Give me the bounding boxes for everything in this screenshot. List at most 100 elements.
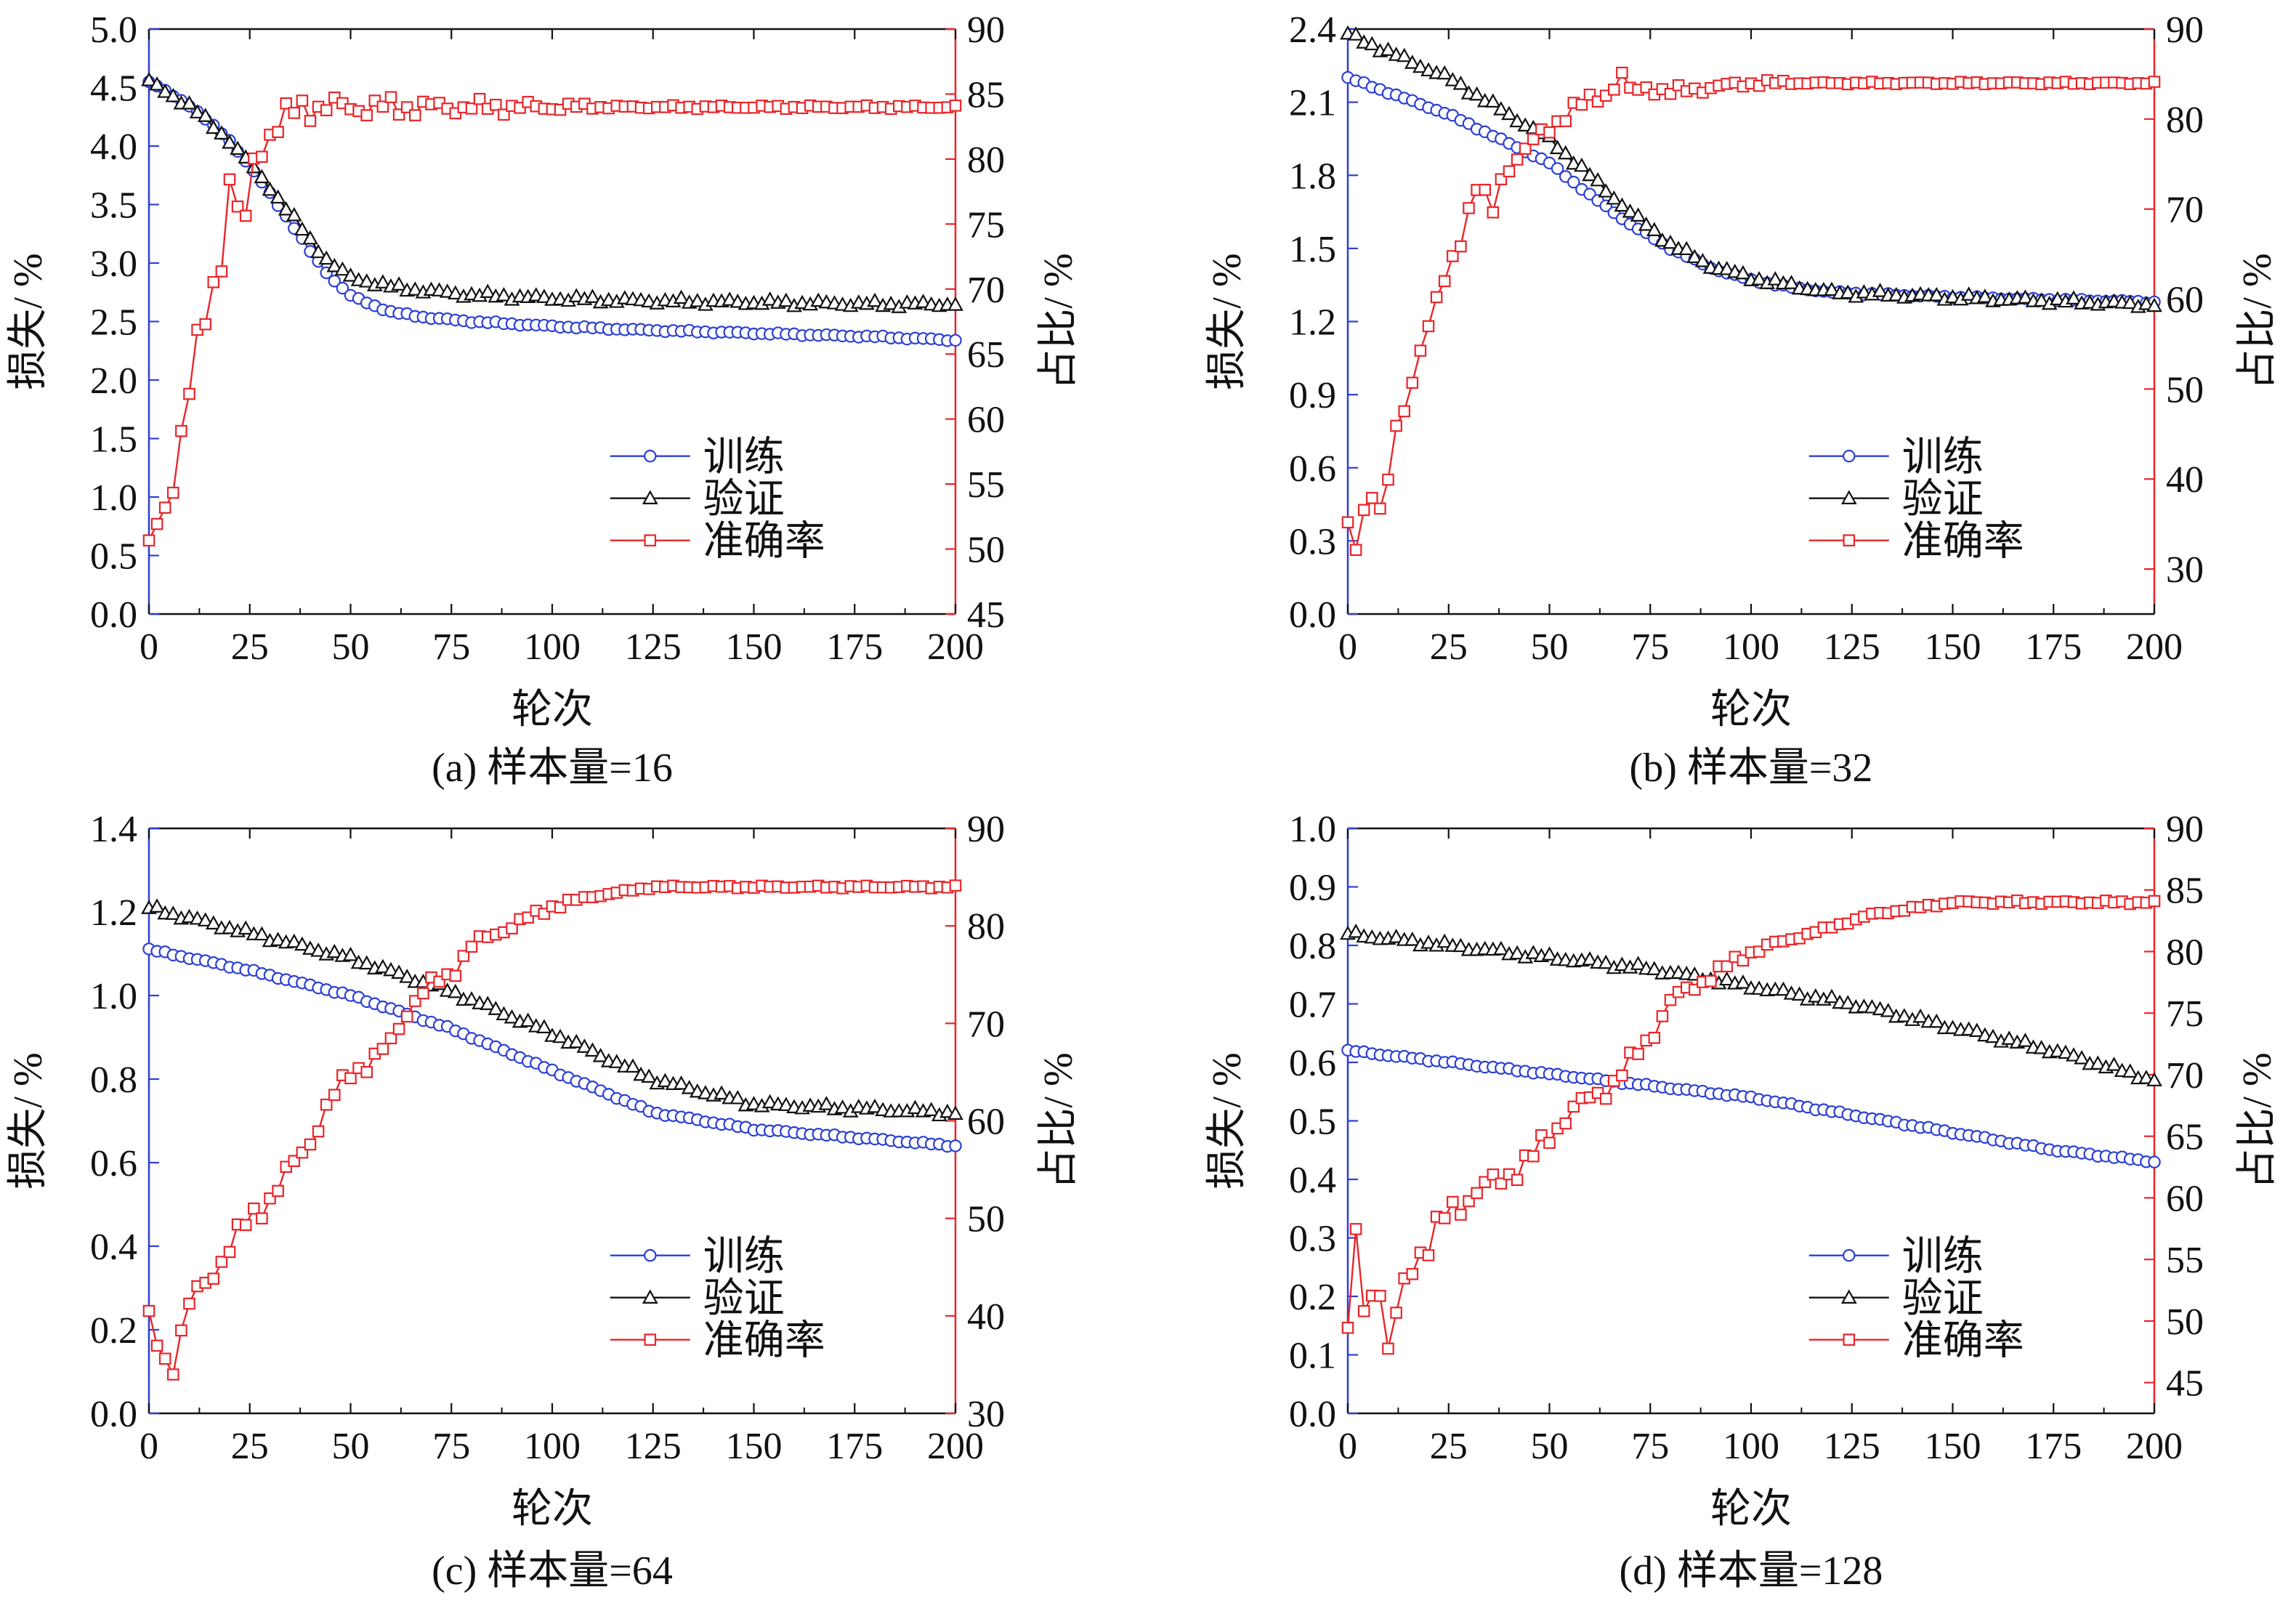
data-point-val bbox=[189, 104, 206, 118]
series-val bbox=[141, 72, 963, 313]
y2-tick-label: 70 bbox=[967, 1004, 1005, 1045]
data-point-acc bbox=[1511, 1174, 1524, 1187]
data-point-val bbox=[342, 946, 359, 961]
data-point-acc bbox=[1632, 1048, 1644, 1060]
data-point-val bbox=[2146, 1072, 2162, 1086]
data-point-val bbox=[480, 283, 496, 298]
data-point-acc bbox=[183, 387, 195, 400]
y2-tick-label: 70 bbox=[2166, 1055, 2204, 1097]
data-point-val bbox=[2074, 1050, 2090, 1065]
series-train bbox=[142, 942, 962, 1153]
x-tick-label: 50 bbox=[1531, 626, 1569, 668]
data-point-val bbox=[867, 292, 883, 307]
series-val bbox=[141, 898, 963, 1122]
data-point-val bbox=[1678, 241, 1695, 256]
x-tick-label: 200 bbox=[2126, 1426, 2183, 1467]
data-point-acc bbox=[1430, 291, 1443, 304]
data-point-val bbox=[358, 955, 375, 970]
data-point-val bbox=[625, 1058, 641, 1073]
y-tick-label: 0.9 bbox=[1289, 375, 1336, 416]
data-point-acc bbox=[158, 1352, 171, 1365]
x-tick-label: 200 bbox=[927, 626, 984, 668]
data-point-acc bbox=[304, 115, 317, 127]
data-point-val bbox=[818, 1096, 835, 1110]
data-point-val bbox=[294, 936, 310, 951]
data-point-val bbox=[1977, 288, 1993, 303]
y2-tick-label: 75 bbox=[967, 204, 1005, 246]
data-point-val bbox=[262, 181, 278, 196]
data-point-val bbox=[698, 1085, 714, 1099]
data-point-acc bbox=[1471, 1187, 1483, 1200]
data-point-val bbox=[1686, 249, 1703, 264]
y-tick-label: 0.2 bbox=[90, 1310, 137, 1352]
data-point-val bbox=[681, 1080, 698, 1094]
y-tick-label: 0.5 bbox=[1289, 1102, 1336, 1143]
series-acc bbox=[1341, 66, 2161, 557]
data-point-val bbox=[2106, 1057, 2122, 1071]
legend-marker-val bbox=[1840, 1289, 1857, 1304]
data-point-acc bbox=[1503, 165, 1516, 178]
legend-label-train: 训练 bbox=[703, 435, 785, 480]
data-point-val bbox=[238, 920, 254, 935]
data-point-val bbox=[2049, 291, 2066, 306]
data-point-val bbox=[834, 1099, 851, 1114]
x-axis-label: 轮次 bbox=[1710, 1487, 1792, 1532]
data-point-val bbox=[721, 291, 738, 306]
data-point-val bbox=[1791, 986, 1808, 1001]
data-point-val bbox=[302, 230, 318, 245]
data-point-val bbox=[1404, 932, 1420, 946]
x-tick-label: 50 bbox=[332, 1426, 370, 1467]
data-point-val bbox=[1751, 270, 1767, 286]
data-point-val bbox=[222, 919, 238, 934]
x-axis-label: 轮次 bbox=[512, 687, 593, 732]
data-point-acc bbox=[239, 1219, 252, 1232]
y2-tick-label: 40 bbox=[2166, 459, 2204, 501]
data-point-acc bbox=[1527, 133, 1540, 145]
data-point-train bbox=[949, 1139, 962, 1152]
data-point-val bbox=[592, 1048, 609, 1062]
data-point-acc bbox=[1455, 240, 1467, 253]
data-point-val bbox=[1944, 1020, 1961, 1034]
data-point-acc bbox=[376, 100, 389, 113]
data-point-acc bbox=[1438, 275, 1451, 288]
y-tick-label: 1.8 bbox=[1289, 156, 1336, 197]
data-point-val bbox=[1767, 271, 1784, 286]
x-tick-label: 100 bbox=[524, 1426, 581, 1467]
data-point-val bbox=[1912, 1008, 1928, 1023]
data-point-val bbox=[2066, 1047, 2082, 1062]
legend-label-val: 验证 bbox=[1902, 477, 1984, 522]
data-point-val bbox=[2017, 289, 2034, 304]
data-point-val bbox=[1590, 171, 1606, 187]
data-point-acc bbox=[1382, 1342, 1394, 1355]
x-tick-label: 25 bbox=[231, 1426, 269, 1467]
data-point-val bbox=[633, 1066, 649, 1081]
data-point-acc bbox=[1455, 1208, 1467, 1221]
data-point-val bbox=[1525, 945, 1542, 959]
data-point-val bbox=[1348, 26, 1364, 41]
data-point-acc bbox=[1519, 142, 1532, 155]
data-point-acc bbox=[256, 1212, 268, 1225]
y-tick-label: 2.5 bbox=[90, 302, 137, 344]
data-point-val bbox=[1864, 998, 1880, 1014]
data-point-val bbox=[1968, 1022, 1985, 1037]
data-point-val bbox=[2033, 1040, 2050, 1054]
y-tick-label: 3.5 bbox=[90, 185, 137, 227]
data-point-val bbox=[761, 1094, 778, 1109]
series-train bbox=[1341, 1043, 2161, 1168]
data-point-val bbox=[246, 158, 262, 174]
data-point-val bbox=[254, 169, 270, 184]
data-point-val bbox=[1614, 956, 1630, 972]
data-point-val bbox=[326, 257, 343, 272]
legend-marker-acc bbox=[1843, 1333, 1856, 1346]
data-point-acc bbox=[1390, 1307, 1402, 1319]
data-point-val bbox=[608, 1054, 625, 1068]
y-tick-label: 0.3 bbox=[1289, 1219, 1336, 1260]
data-point-acc bbox=[175, 424, 187, 437]
data-point-val bbox=[1484, 93, 1501, 108]
y-axis-label: 损失/ % bbox=[6, 253, 51, 389]
y-tick-label: 0.4 bbox=[1289, 1160, 1336, 1201]
y2-axis-label: 占比/ % bbox=[2235, 253, 2280, 389]
data-point-val bbox=[1896, 1008, 1912, 1022]
legend-label-acc: 准确率 bbox=[703, 1319, 825, 1364]
